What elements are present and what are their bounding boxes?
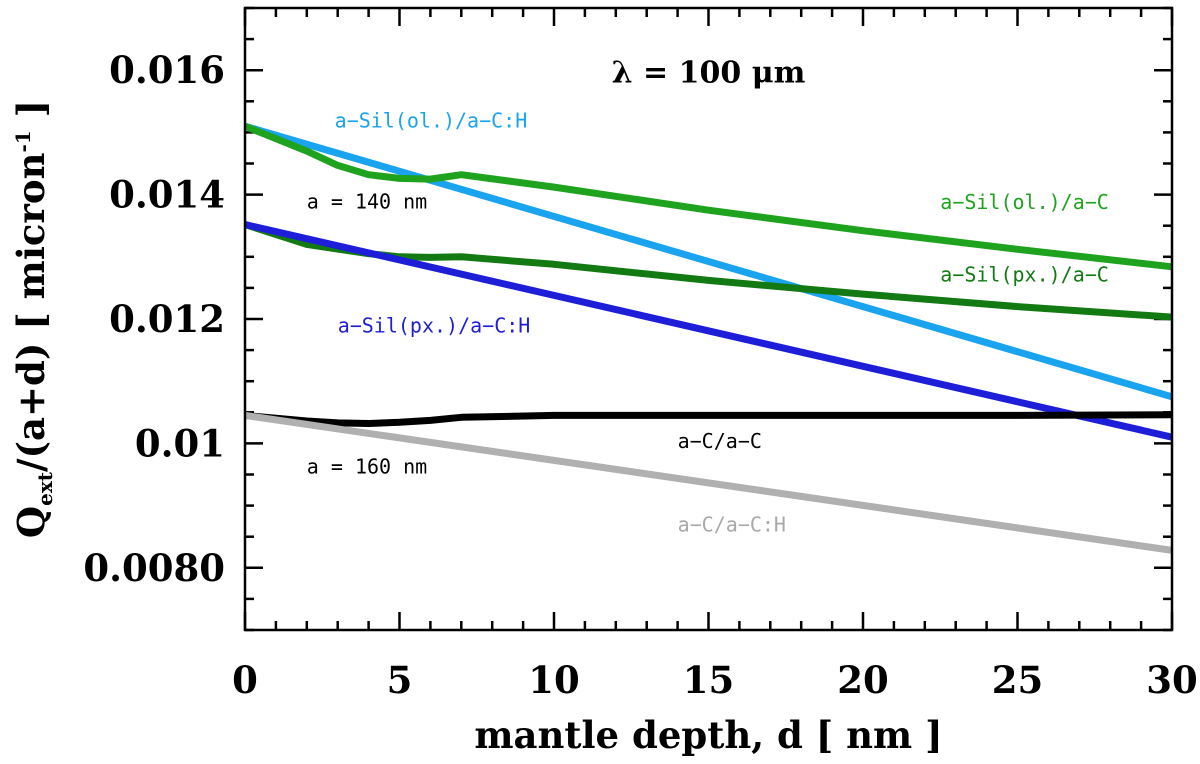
series-line-5 — [244, 411, 1173, 554]
y-axis-title-subscript: ext — [33, 471, 57, 506]
curve-annotation: a−C/a−C:H — [678, 513, 786, 537]
x-tick-label: 10 — [528, 658, 580, 702]
x-tick-label: 0 — [232, 658, 258, 702]
y-axis-title: Qext/(a+d) [ micron-1 ] — [9, 100, 57, 538]
series-lines — [243, 122, 1173, 554]
y-axis-title-q: Q — [9, 506, 53, 538]
curve-annotation: a = 160 nm — [307, 454, 427, 478]
curve-annotation: a−Sil(ol.)/a−C:H — [335, 108, 528, 132]
series-line-0 — [244, 122, 1173, 401]
y-tick-label: 0.016 — [109, 48, 225, 92]
curve-annotation: a = 140 nm — [307, 189, 427, 213]
y-axis-title-end: ] — [9, 100, 53, 130]
x-axis-title: mantle depth, d [ nm ] — [474, 713, 942, 757]
x-tick-label: 20 — [837, 658, 889, 702]
x-tick-label: 30 — [1146, 658, 1198, 702]
tick-labels: 0 5 10 15 20 25 30 0.0080 0.01 0.012 0.014 0.016 — [83, 48, 1197, 702]
curve-annotation: a−Sil(px.)/a−C:H — [338, 314, 531, 338]
y-tick-label: 0.01 — [135, 421, 225, 465]
curve-annotation: a−Sil(ol.)/a−C — [940, 190, 1109, 214]
x-tick-label: 25 — [992, 658, 1044, 702]
curve-annotation: a−C/a−C — [678, 429, 762, 453]
x-tick-label: 15 — [683, 658, 735, 702]
y-axis-title-main: /(a+d) [ micron — [9, 152, 53, 472]
y-axis-title-superscript: -1 — [11, 130, 35, 152]
y-tick-label: 0.014 — [109, 173, 225, 217]
series-line-4 — [244, 411, 1173, 427]
curve-annotation: a−Sil(px.)/a−C — [940, 263, 1109, 287]
series-line-3 — [244, 221, 1173, 441]
annotations: λ = 100 μm a−Sil(ol.)/a−C:H a = 140 nm a−Si… — [307, 56, 1109, 537]
wavelength-annotation: λ = 100 μm — [612, 56, 806, 91]
series-line-1 — [243, 122, 1173, 271]
x-tick-label: 5 — [387, 658, 413, 702]
plot-frame — [243, 6, 1174, 632]
y-tick-label: 0.012 — [109, 297, 225, 341]
y-tick-label: 0.0080 — [83, 546, 225, 590]
